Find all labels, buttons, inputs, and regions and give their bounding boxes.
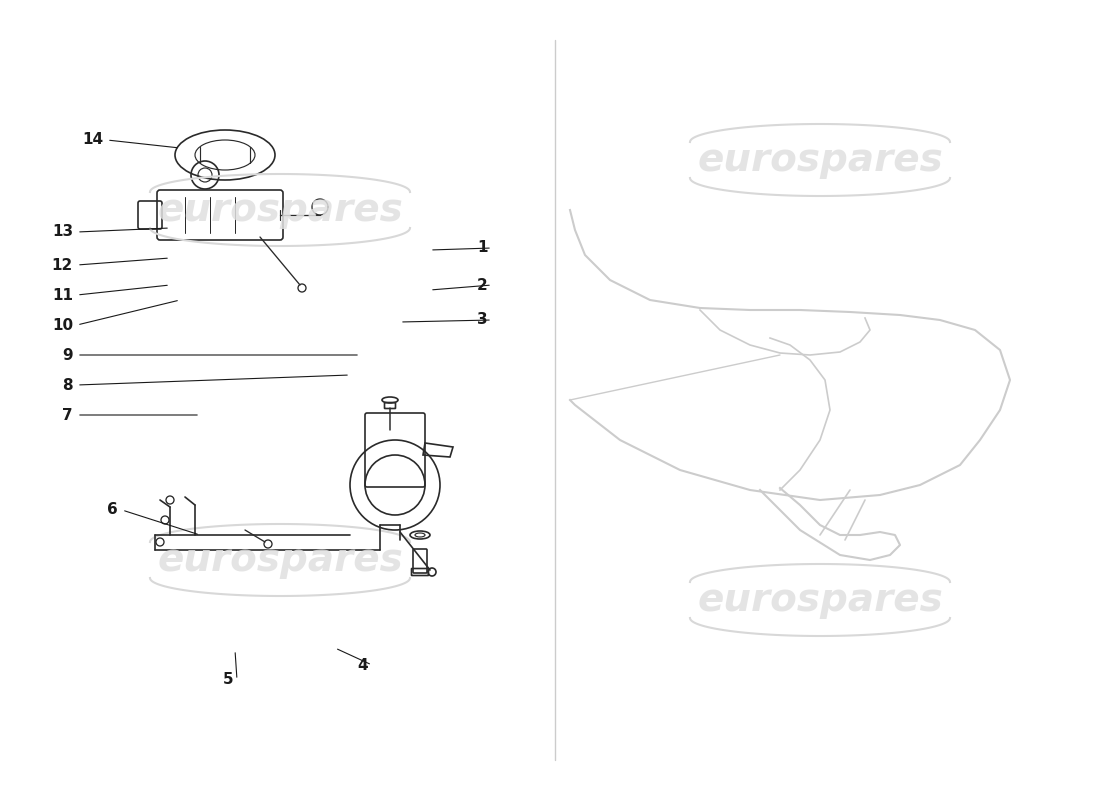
Text: eurospares: eurospares xyxy=(157,541,403,579)
Text: 8: 8 xyxy=(63,378,73,393)
Text: 6: 6 xyxy=(108,502,118,518)
Text: 9: 9 xyxy=(63,347,73,362)
Text: 14: 14 xyxy=(81,133,103,147)
Text: 13: 13 xyxy=(52,225,73,239)
Text: 11: 11 xyxy=(52,287,73,302)
Text: eurospares: eurospares xyxy=(697,581,943,619)
Text: eurospares: eurospares xyxy=(697,141,943,179)
Text: 2: 2 xyxy=(477,278,488,293)
Text: 4: 4 xyxy=(358,658,368,673)
Text: eurospares: eurospares xyxy=(157,191,403,229)
Text: 5: 5 xyxy=(222,673,233,687)
Text: 10: 10 xyxy=(52,318,73,333)
Text: 7: 7 xyxy=(63,407,73,422)
Text: 1: 1 xyxy=(477,241,488,255)
Text: 3: 3 xyxy=(477,313,488,327)
Text: 12: 12 xyxy=(52,258,73,273)
